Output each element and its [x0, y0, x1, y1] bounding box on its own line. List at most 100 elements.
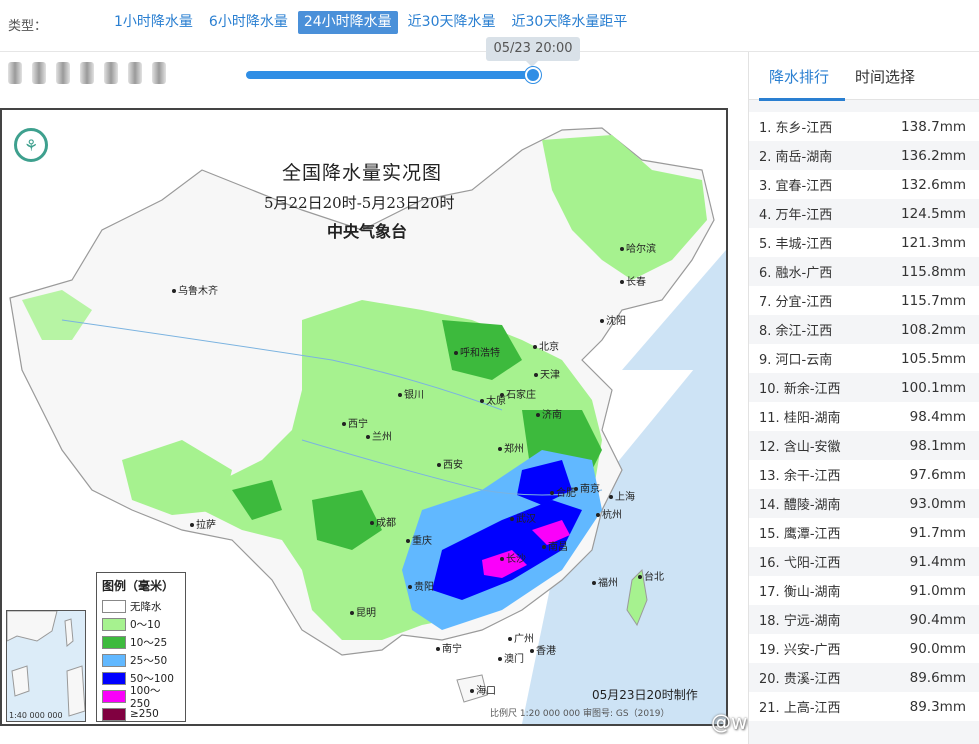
city-label: 郑州: [498, 440, 524, 455]
ranking-row[interactable]: 2. 南岳-湖南 136.2mm: [749, 141, 979, 170]
ranking-place: 9. 河口-云南: [759, 353, 833, 368]
type-tab-1h[interactable]: 1小时降水量: [114, 14, 193, 30]
ranking-place: 13. 余干-江西: [759, 469, 841, 484]
ranking-row[interactable]: 12. 含山-安徽 98.1mm: [749, 431, 979, 460]
map-legend: 图例（毫米） 无降水 0～10 10～25 25～50 50～100 100～2…: [96, 572, 186, 722]
city-label: 上海: [609, 488, 635, 503]
city-label: 西安: [437, 456, 463, 471]
ranking-row[interactable]: 6. 融水-广西 115.8mm: [749, 257, 979, 286]
ranking-row[interactable]: 18. 宁远-湖南 90.4mm: [749, 605, 979, 634]
ranking-place: 10. 新余-江西: [759, 382, 841, 397]
ranking-place: 18. 宁远-湖南: [759, 614, 841, 629]
legend-title: 图例（毫米）: [102, 579, 175, 593]
map-scale-note: 比例尺 1:20 000 000 审图号: GS（2019）: [490, 709, 670, 719]
ranking-place: 5. 丰城-江西: [759, 237, 833, 252]
ranking-row[interactable]: 15. 鹰潭-江西 91.7mm: [749, 518, 979, 547]
ranking-row[interactable]: 21. 上高-江西 89.3mm: [749, 692, 979, 721]
time-tick[interactable]: [80, 62, 94, 84]
city-label: 西宁: [342, 415, 368, 430]
type-tab-30d[interactable]: 近30天降水量: [407, 14, 496, 30]
city-label: 昆明: [350, 604, 376, 619]
city-label: 武汉: [510, 510, 536, 525]
city-label: 兰州: [366, 428, 392, 443]
city-label: 南昌: [542, 538, 568, 553]
ranking-row[interactable]: 10. 新余-江西 100.1mm: [749, 373, 979, 402]
time-tick[interactable]: [104, 62, 118, 84]
legend-swatch: [102, 635, 126, 649]
time-tick[interactable]: [128, 62, 142, 84]
ranking-amount: 124.5mm: [901, 205, 966, 222]
ranking-row[interactable]: 7. 分宜-江西 115.7mm: [749, 286, 979, 315]
legend-swatch: [102, 653, 126, 667]
ranking-amount: 97.6mm: [909, 466, 966, 483]
city-label: 福州: [592, 574, 618, 589]
time-tick[interactable]: [152, 62, 166, 84]
ranking-place: 16. 弋阳-江西: [759, 556, 841, 571]
map-made-at: 05月23日20时制作: [592, 688, 698, 702]
precipitation-map[interactable]: ⚘ 全国降水量实况图 5月22日20时-5月23日20时 中央气象台 乌鲁木齐 …: [0, 108, 728, 726]
city-label: 合肥: [550, 484, 576, 499]
city-label: 重庆: [406, 532, 432, 547]
ranking-amount: 98.4mm: [909, 408, 966, 425]
city-label: 杭州: [596, 506, 622, 521]
ranking-row[interactable]: 11. 桂阳-湖南 98.4mm: [749, 402, 979, 431]
city-label: 太原: [480, 392, 506, 407]
ranking-place: 8. 余江-江西: [759, 324, 833, 339]
legend-label: 10～25: [130, 636, 168, 649]
ranking-panel: 降水排行 时间选择 1. 东乡-江西 138.7mm 2. 南岳-湖南 136.2m…: [748, 52, 979, 744]
time-slider-track[interactable]: [246, 71, 536, 79]
active-tab-underline: [759, 98, 845, 101]
type-tab-30d-anomaly[interactable]: 近30天降水量距平: [511, 14, 628, 30]
ranking-place: 14. 醴陵-湖南: [759, 498, 841, 513]
time-tick[interactable]: [32, 62, 46, 84]
ranking-amount: 138.7mm: [901, 118, 966, 135]
ranking-row[interactable]: 8. 余江-江西 108.2mm: [749, 315, 979, 344]
legend-item: 100～250: [102, 685, 180, 710]
ranking-amount: 105.5mm: [901, 350, 966, 367]
ranking-amount: 121.3mm: [901, 234, 966, 251]
ranking-row[interactable]: 4. 万年-江西 124.5mm: [749, 199, 979, 228]
ranking-row[interactable]: 5. 丰城-江西 121.3mm: [749, 228, 979, 257]
ranking-amount: 132.6mm: [901, 176, 966, 193]
city-label: 贵阳: [408, 578, 434, 593]
time-slider-handle[interactable]: [525, 67, 541, 83]
ranking-tabs: 降水排行 时间选择: [749, 52, 979, 101]
legend-label: 无降水: [130, 600, 162, 613]
city-label: 石家庄: [500, 386, 536, 401]
ranking-place: 19. 兴安-广西: [759, 643, 841, 658]
ranking-place: 7. 分宜-江西: [759, 295, 833, 310]
ranking-amount: 91.0mm: [909, 582, 966, 599]
ranking-row[interactable]: 20. 贵溪-江西 89.6mm: [749, 663, 979, 692]
ranking-amount: 115.8mm: [901, 263, 966, 280]
type-label: 类型：: [8, 19, 48, 34]
tab-precip-ranking[interactable]: 降水排行: [769, 68, 830, 86]
time-tick[interactable]: [56, 62, 70, 84]
ranking-row[interactable]: 16. 弋阳-江西 91.4mm: [749, 547, 979, 576]
type-tabs: 1小时降水量 6小时降水量 24小时降水量 近30天降水量 近30天降水量距平: [108, 11, 633, 34]
legend-item: 50～100: [102, 669, 180, 687]
ranking-place: 15. 鹰潭-江西: [759, 527, 841, 542]
ranking-row[interactable]: 3. 宜春-江西 132.6mm: [749, 170, 979, 199]
ranking-row[interactable]: 17. 衡山-湖南 91.0mm: [749, 576, 979, 605]
ranking-amount: 89.6mm: [909, 669, 966, 686]
city-label: 拉萨: [190, 516, 216, 531]
ranking-row[interactable]: 13. 余干-江西 97.6mm: [749, 460, 979, 489]
type-tab-24h[interactable]: 24小时降水量: [297, 11, 398, 34]
type-tab-6h[interactable]: 6小时降水量: [208, 14, 288, 30]
ranking-row[interactable]: 19. 兴安-广西 90.0mm: [749, 634, 979, 663]
legend-label: 25～50: [130, 654, 168, 667]
ranking-place: 20. 贵溪-江西: [759, 672, 841, 687]
ranking-row[interactable]: 9. 河口-云南 105.5mm: [749, 344, 979, 373]
ranking-place: 11. 桂阳-湖南: [759, 411, 841, 426]
legend-label: 50～100: [130, 672, 174, 685]
city-label: 济南: [536, 406, 562, 421]
ranking-row[interactable]: 1. 东乡-江西 138.7mm: [749, 112, 979, 141]
city-label: 长春: [620, 273, 646, 288]
tab-time-select[interactable]: 时间选择: [855, 68, 916, 86]
time-tick[interactable]: [8, 62, 22, 84]
legend-item: 25～50: [102, 651, 180, 669]
ranking-place: 12. 含山-安徽: [759, 440, 841, 455]
ranking-amount: 100.1mm: [901, 379, 966, 396]
ranking-row[interactable]: 14. 醴陵-湖南 93.0mm: [749, 489, 979, 518]
map-subtitle: 5月22日20时-5月23日20时: [264, 194, 455, 212]
